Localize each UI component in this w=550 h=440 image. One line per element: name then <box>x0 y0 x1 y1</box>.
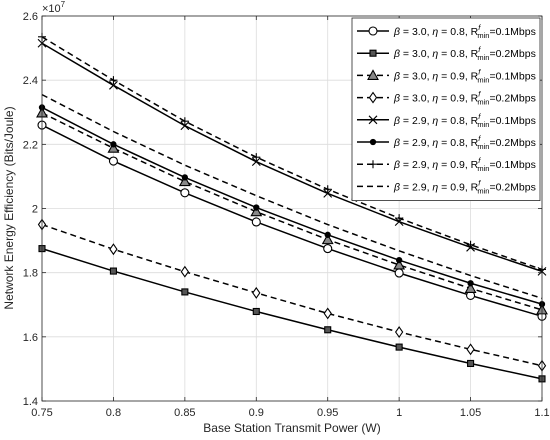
legend-label: β = 2.9, η = 0.9, Rf min=0.2Mbps <box>393 178 536 195</box>
marker-square <box>181 288 189 296</box>
marker-triangle <box>107 142 120 153</box>
marker-diamond <box>109 243 118 256</box>
marker-square <box>467 359 475 368</box>
series-4 <box>37 218 547 372</box>
x-axis-label: Base Station Transmit Power (W) <box>203 421 380 435</box>
legend-entry: β = 2.9, η = 0.8, Rf min=0.1Mbps <box>357 112 536 129</box>
x-tick-label: 0.95 <box>317 407 338 419</box>
x-tick-label: 1.05 <box>460 407 481 419</box>
marker-square <box>324 326 332 334</box>
legend-label: β = 3.0, η = 0.8, Rf min=0.2Mbps <box>393 45 536 62</box>
marker-square <box>109 267 117 275</box>
marker-dot <box>324 231 331 238</box>
x-tick-label: 0.8 <box>106 407 121 419</box>
legend-label: β = 2.9, η = 0.8, Rf min=0.1Mbps <box>393 112 536 129</box>
marker-diamond <box>252 286 261 299</box>
x-tick-label: 0.9 <box>249 407 264 419</box>
legend-box <box>351 17 541 202</box>
legend-label: β = 3.0, η = 0.8, Rf min=0.1Mbps <box>393 23 536 40</box>
y-tick-label: 1.6 <box>23 332 38 344</box>
marker-x <box>323 189 333 198</box>
marker-dot <box>369 138 377 146</box>
marker-dot <box>181 174 189 181</box>
marker-plus <box>109 76 118 85</box>
marker-triangle <box>367 69 379 80</box>
legend-label: β = 3.0, η = 0.9, Rf min=0.2Mbps <box>393 90 536 107</box>
series-line <box>41 124 543 318</box>
legend: β = 3.0, η = 0.8, Rf min=0.1Mbps β = 3.0, … <box>351 17 541 202</box>
marker-dot <box>467 280 474 287</box>
y-tick-label: 2.4 <box>23 75 38 87</box>
marker-plus <box>180 117 189 126</box>
legend-entry: β = 3.0, η = 0.8, Rf min=0.2Mbps <box>357 45 536 62</box>
marker-plus <box>369 160 377 169</box>
tick-labels: 0.75 0.8 0.85 0.9 0.95 1 1.05 1.1 1.4 1.6 1.8 2 2.2 2… <box>23 11 550 419</box>
series-line <box>41 106 543 305</box>
marker-circle <box>108 156 118 166</box>
legend-entry: β = 3.0, η = 0.9, Rf min=0.1Mbps <box>357 67 536 84</box>
marker-x <box>109 80 118 90</box>
legend-entry: β = 2.9, η = 0.9, Rf min=0.1Mbps <box>357 156 536 173</box>
marker-square <box>252 307 260 316</box>
x-tick-label: 0.85 <box>174 407 195 419</box>
marker-diamond <box>323 307 332 320</box>
marker-square <box>395 343 403 351</box>
series-layer <box>36 32 548 383</box>
x-tick-label: 1.1 <box>534 407 549 419</box>
series-2 <box>38 245 546 383</box>
x-tick-label: 0.75 <box>31 407 52 419</box>
y-tick-label: 1.4 <box>23 396 38 408</box>
marker-circle <box>323 244 333 254</box>
y-tick-label: 2.6 <box>23 11 38 23</box>
legend-label: β = 3.0, η = 0.9, Rf min=0.1Mbps <box>393 67 536 84</box>
y-tick-label: 2.2 <box>23 139 38 151</box>
y-exponent-label: ×107 <box>42 0 66 15</box>
marker-diamond <box>466 343 475 356</box>
marker-x <box>368 115 378 125</box>
y-tick-label: 2 <box>32 204 38 216</box>
series-7 <box>38 32 546 274</box>
marker-dot <box>110 141 117 148</box>
x-tick-label: 1 <box>396 407 402 419</box>
marker-triangle <box>178 175 191 187</box>
marker-plus <box>466 240 475 249</box>
series-line <box>41 36 543 271</box>
legend-entry: β = 3.0, η = 0.9, Rf min=0.2Mbps <box>357 90 536 107</box>
marker-diamond <box>368 91 378 104</box>
legend-entry: β = 2.9, η = 0.9, Rf min=0.2Mbps <box>357 178 536 195</box>
legend-label: β = 2.9, η = 0.8, Rf min=0.2Mbps <box>393 134 536 151</box>
y-exponent-base: ×10 <box>42 3 61 15</box>
series-line <box>41 247 543 380</box>
marker-diamond <box>394 326 404 338</box>
marker-square <box>369 49 377 57</box>
legend-entry: β = 2.9, η = 0.8, Rf min=0.2Mbps <box>357 134 536 151</box>
marker-circle <box>251 217 261 227</box>
series-8 <box>41 93 543 300</box>
marker-plus <box>252 153 261 162</box>
marker-triangle <box>464 282 477 293</box>
marker-x <box>251 157 261 167</box>
series-line <box>41 42 543 273</box>
y-tick-label: 1.8 <box>23 268 38 280</box>
marker-triangle <box>250 205 263 217</box>
legend-label: β = 2.9, η = 0.9, Rf min=0.1Mbps <box>393 156 536 173</box>
series-line <box>41 93 543 300</box>
series-line <box>41 223 543 367</box>
marker-diamond <box>180 265 190 278</box>
marker-x <box>180 121 190 131</box>
series-line <box>41 112 543 311</box>
marker-plus <box>323 185 332 194</box>
marker-circle <box>394 268 404 278</box>
marker-plus <box>395 214 404 223</box>
marker-triangle <box>321 233 334 245</box>
marker-dot <box>395 257 403 264</box>
y-axis-label: Network Energy Efficiency (Bits/Joule) <box>2 106 16 309</box>
marker-dot <box>253 204 260 211</box>
marker-circle <box>180 188 190 198</box>
legend-entry: β = 3.0, η = 0.8, Rf min=0.1Mbps <box>357 23 536 40</box>
marker-triangle <box>393 258 406 270</box>
marker-circle <box>368 26 378 36</box>
y-exponent-power: 7 <box>61 0 66 9</box>
